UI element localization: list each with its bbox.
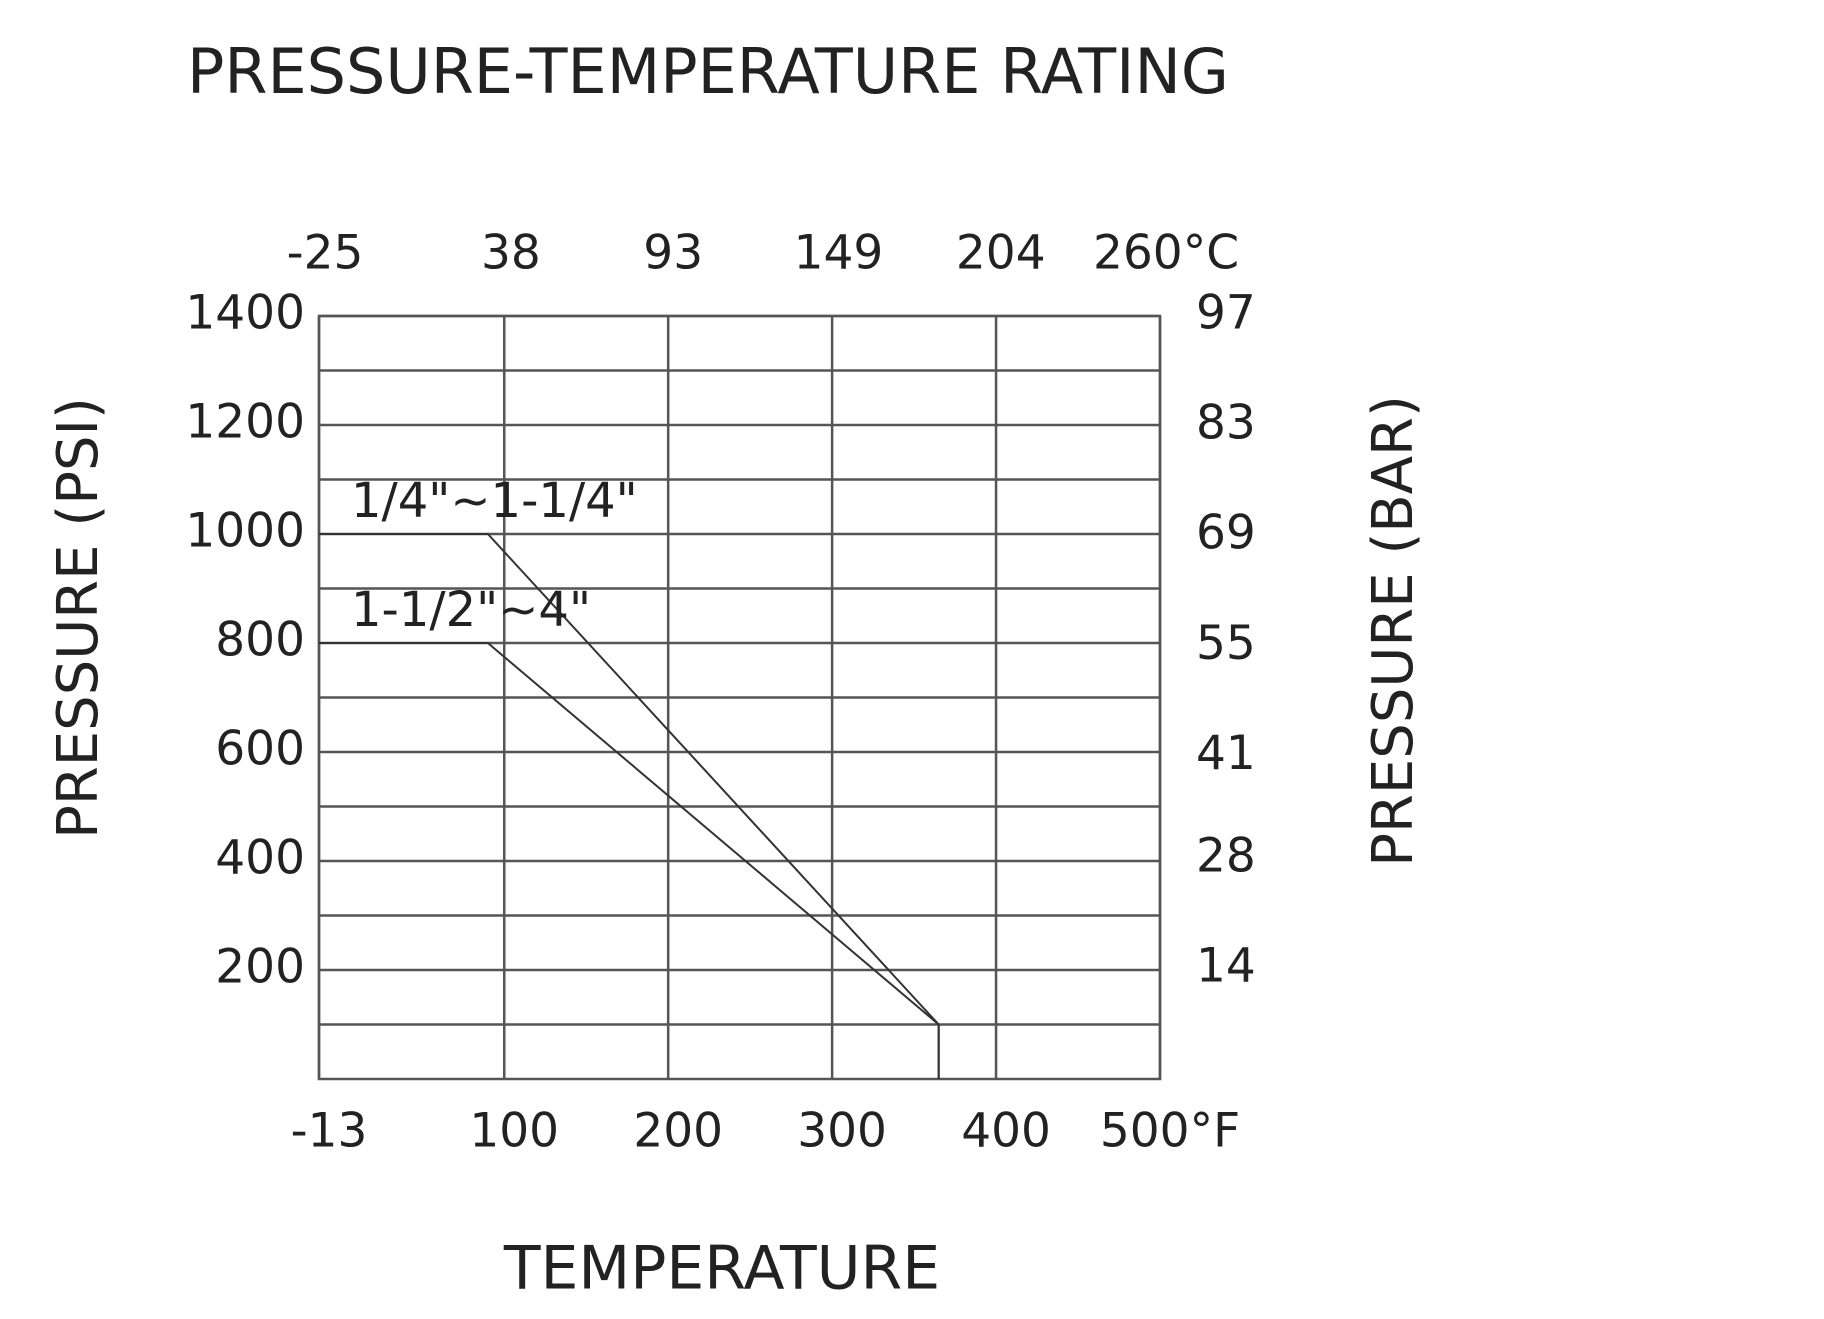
y2-tick-label: 55 xyxy=(1196,616,1256,671)
y-axis-title: PRESSURE (PSI) xyxy=(46,397,111,839)
chart-title: PRESSURE-TEMPERATURE RATING xyxy=(187,35,1229,108)
y-tick-label: 800 xyxy=(215,613,305,668)
x-tick-label: 200 xyxy=(633,1104,723,1159)
x2-tick-label: 93 xyxy=(643,226,703,281)
x2-tick-label: 38 xyxy=(481,226,541,281)
y2-tick-label: 14 xyxy=(1196,938,1256,993)
x2-tick-label: 149 xyxy=(794,226,884,281)
y-tick-label: 200 xyxy=(215,940,305,995)
y2-tick-label: 28 xyxy=(1196,828,1256,883)
y2-tick-label: 97 xyxy=(1196,286,1256,341)
x2-tick-label: -25 xyxy=(287,226,364,281)
y2-tick-label: 41 xyxy=(1196,726,1256,781)
x-axis-title: TEMPERATURE xyxy=(503,1234,940,1304)
x-tick-label: 300 xyxy=(797,1104,887,1159)
x2-tick-label: 260°C xyxy=(1093,226,1239,281)
x-tick-label: -13 xyxy=(291,1104,368,1159)
x-tick-label: 500°F xyxy=(1100,1104,1240,1159)
x2-tick-label: 204 xyxy=(956,226,1046,281)
y2-tick-label: 69 xyxy=(1196,506,1256,561)
x-tick-label: 100 xyxy=(469,1104,559,1159)
series-label: 1-1/2"~4" xyxy=(351,582,591,638)
y-tick-label: 1000 xyxy=(185,504,305,559)
y-tick-label: 600 xyxy=(215,722,305,777)
y-tick-label: 1200 xyxy=(185,395,305,450)
y-tick-label: 400 xyxy=(215,831,305,886)
series-label: 1/4"~1-1/4" xyxy=(351,473,638,529)
y2-tick-label: 83 xyxy=(1196,396,1256,451)
series-line xyxy=(319,642,940,1079)
y-tick-label: 1400 xyxy=(185,286,305,341)
x-tick-label: 400 xyxy=(961,1104,1051,1159)
y2-axis-title: PRESSURE (BAR) xyxy=(1361,395,1426,867)
